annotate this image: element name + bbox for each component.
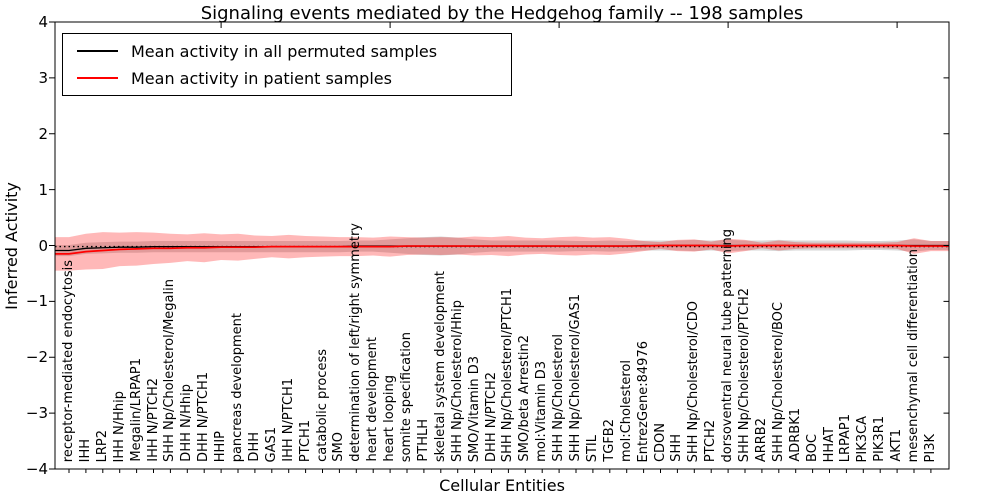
y-tick-label: −1 — [25, 292, 48, 311]
legend-label-patient: Mean activity in patient samples — [131, 68, 392, 88]
legend-label-permuted: Mean activity in all permuted samples — [131, 41, 438, 61]
legend-item-patient: Mean activity in patient samples — [63, 65, 511, 92]
patient-band — [55, 232, 949, 271]
chart-title: Signaling events mediated by the Hedgeho… — [200, 3, 804, 24]
legend-line-patient-icon — [77, 77, 118, 79]
legend-item-permuted: Mean activity in all permuted samples — [63, 38, 511, 65]
y-tick-label: −2 — [25, 348, 48, 367]
y-tick-label: 0 — [38, 236, 48, 255]
y-tick-label: −4 — [25, 460, 48, 478]
y-tick-label: 2 — [38, 124, 48, 143]
y-axis-label: Inferred Activity — [2, 182, 21, 310]
legend-line-permuted-icon — [77, 50, 118, 52]
patient-mean-line — [55, 244, 949, 255]
y-tick-label: 4 — [38, 13, 48, 31]
y-tick-label: 1 — [38, 180, 48, 199]
y-tick-label: 3 — [38, 68, 48, 87]
x-axis-label: Cellular Entities — [439, 476, 565, 495]
legend-box: Mean activity in all permuted samples Me… — [62, 33, 512, 96]
y-tick-label: −3 — [25, 404, 48, 423]
